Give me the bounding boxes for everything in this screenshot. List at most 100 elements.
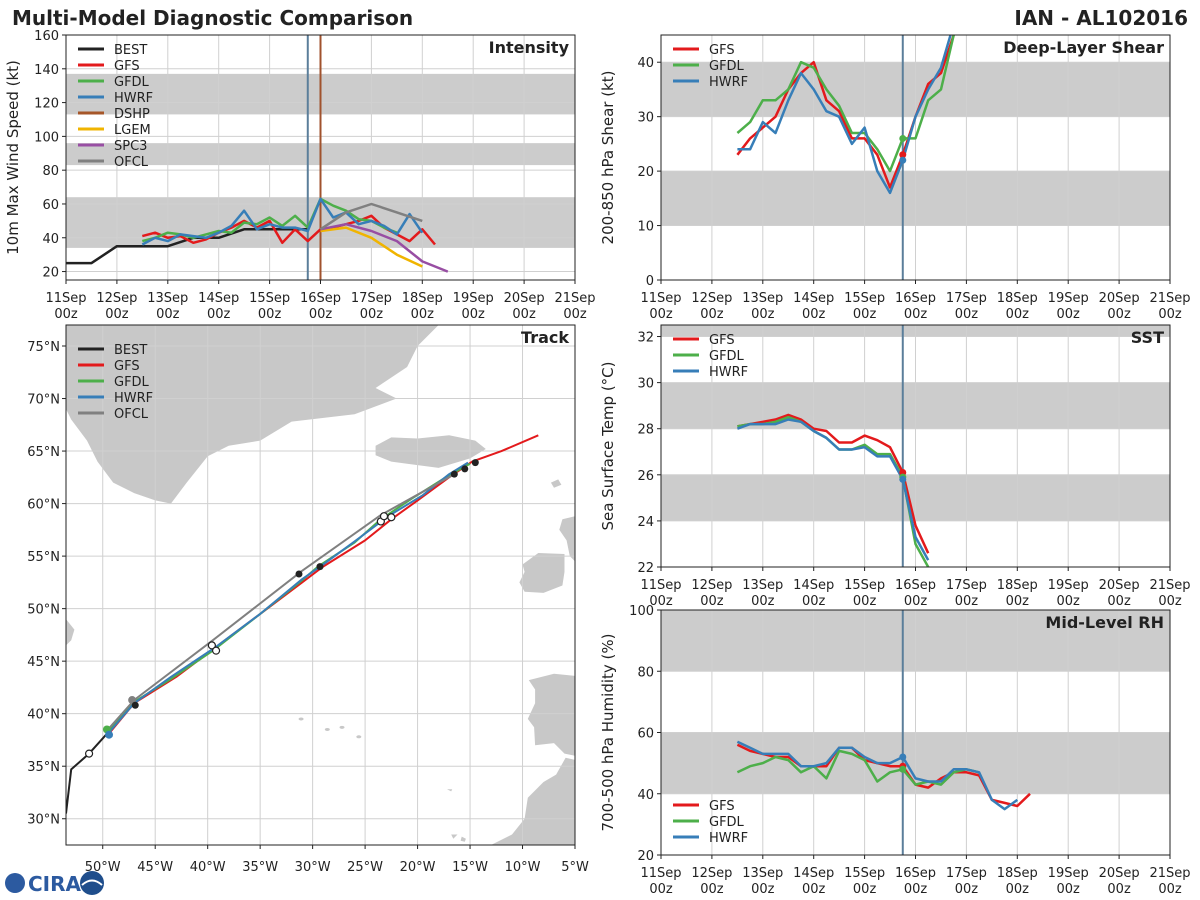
sst-xtick-label: 11Sep <box>640 578 681 593</box>
sst-legend-label-gfs: GFS <box>709 333 735 348</box>
intensity-xtick-sublabel: 00z <box>563 307 587 322</box>
intensity-chart: 2040608010012014016011Sep00z12Sep00z13Se… <box>4 29 596 322</box>
intensity-ytick-label: 80 <box>42 164 59 179</box>
track-legend-label-gfdl: GFDL <box>114 375 150 390</box>
intensity-xtick-label: 20Sep <box>504 291 545 306</box>
intensity-legend-label-spc3: SPC3 <box>114 139 147 154</box>
cira-emblem-icon <box>80 871 104 895</box>
faroe-landmass <box>550 479 562 488</box>
track-ytick-label: 45°N <box>27 655 60 670</box>
sst-xtick-label: 13Sep <box>742 578 783 593</box>
sst-ytick-label: 30 <box>637 377 654 392</box>
track-marker-filled <box>461 465 469 473</box>
shear-series-hwrf <box>737 35 952 195</box>
iceland-landmass <box>375 435 486 468</box>
rh-xtick-label: 14Sep <box>793 866 834 881</box>
sst-xtick-sublabel: 00z <box>955 594 979 609</box>
rh-xtick-label: 13Sep <box>742 866 783 881</box>
intensity-xtick-sublabel: 00z <box>411 307 435 322</box>
track-series-ofcl <box>107 473 455 731</box>
track-marker-open <box>84 749 94 758</box>
rh-series-gfdl <box>736 749 980 786</box>
rh-xtick-sublabel: 00z <box>1158 882 1182 897</box>
track-legend-label-gfs: GFS <box>114 359 140 374</box>
shear-title: Deep-Layer Shear <box>1003 38 1164 57</box>
sst-xtick-sublabel: 00z <box>1006 594 1030 609</box>
track-ytick-label: 70°N <box>27 393 60 408</box>
track-map-group <box>66 325 575 845</box>
shear-xtick-sublabel: 00z <box>751 307 775 322</box>
sst-ytick-label: 24 <box>637 515 654 530</box>
intensity-xtick-label: 18Sep <box>402 291 443 306</box>
shear-xtick-sublabel: 00z <box>649 307 673 322</box>
figure-title: Multi-Model Diagnostic Comparison <box>12 6 413 30</box>
track-marker-filled <box>131 701 139 709</box>
shear-xtick-label: 13Sep <box>742 291 783 306</box>
intensity-series-ofcl <box>319 202 423 231</box>
track-legend-label-ofcl: OFCL <box>114 407 149 422</box>
track-xtick-label: 5°W <box>561 860 589 875</box>
sst-series-hwrf <box>736 418 930 561</box>
shear-xtick-sublabel: 00z <box>802 307 826 322</box>
intensity-ytick-label: 120 <box>34 97 59 112</box>
ireland-landmass <box>519 553 565 593</box>
iberia-landmass <box>527 673 575 756</box>
track-marker-filled <box>316 563 324 571</box>
intensity-xtick-label: 15Sep <box>249 291 290 306</box>
intensity-legend-label-dshp: DSHP <box>114 107 150 122</box>
intensity-legend-label-gfdl: GFDL <box>114 75 150 90</box>
intensity-ytick-label: 60 <box>42 198 59 213</box>
shear-xtick-label: 21Sep <box>1149 291 1190 306</box>
shear-xtick-label: 12Sep <box>691 291 732 306</box>
azores-island <box>339 725 345 729</box>
newfoundland-landmass <box>66 619 75 646</box>
intensity-xtick-sublabel: 00z <box>156 307 180 322</box>
shear-xtick-label: 18Sep <box>997 291 1038 306</box>
rh-legend-label-gfs: GFS <box>709 799 735 814</box>
intensity-xtick-label: 12Sep <box>96 291 137 306</box>
shear-xtick-sublabel: 00z <box>1057 307 1081 322</box>
track-xtick-label: 15°W <box>452 860 488 875</box>
rh-ylabel: 700-500 hPa Humidity (%) <box>599 633 617 831</box>
shear-xtick-label: 16Sep <box>895 291 936 306</box>
intensity-xtick-label: 19Sep <box>453 291 494 306</box>
sst-ylabel: Sea Surface Temp (°C) <box>599 361 617 530</box>
shear-series-group <box>736 35 956 195</box>
sst-ytick-label: 32 <box>637 331 654 346</box>
intensity-xtick-sublabel: 00z <box>360 307 384 322</box>
shear-xtick-sublabel: 00z <box>1006 307 1030 322</box>
shear-series-gfdl <box>736 35 956 173</box>
shear-xtick-sublabel: 00z <box>1107 307 1131 322</box>
track-frame <box>65 324 576 846</box>
track-chart: 50°W 45°W 40°W 35°W 30°W 25°W 20°W 15°W 10°W 5°W 3… <box>27 324 589 875</box>
intensity-legend-label-hwrf: HWRF <box>114 91 153 106</box>
shear-frame <box>660 34 1171 281</box>
track-marker-open <box>387 513 396 522</box>
shear-init-dot-gfs <box>899 151 907 159</box>
rh-xtick-label: 11Sep <box>640 866 681 881</box>
sst-xtick-label: 18Sep <box>997 578 1038 593</box>
track-marker-filled <box>295 570 303 578</box>
intensity-legend-label-gfs: GFS <box>114 59 140 74</box>
shear-legend-label-gfdl: GFDL <box>709 59 745 74</box>
shear-xtick-label: 14Sep <box>793 291 834 306</box>
intensity-series-group <box>66 197 449 273</box>
track-xtick-label: 10°W <box>505 860 541 875</box>
sst-xtick-sublabel: 00z <box>1107 594 1131 609</box>
track-legend-label-hwrf: HWRF <box>114 391 153 406</box>
track-xtick-label: 45°W <box>137 860 173 875</box>
intensity-xtick-label: 21Sep <box>554 291 595 306</box>
rh-xtick-sublabel: 00z <box>1006 882 1030 897</box>
rh-title: Mid-Level RH <box>1045 613 1164 632</box>
track-ytick-label: 65°N <box>27 445 60 460</box>
shear-legend-label-hwrf: HWRF <box>709 75 748 90</box>
rh-xtick-sublabel: 00z <box>802 882 826 897</box>
track-marker-hwrf <box>105 730 114 739</box>
rh-xtick-label: 12Sep <box>691 866 732 881</box>
shear-init-dot-hwrf <box>899 156 907 164</box>
rh-init-dot-hwrf <box>899 753 907 761</box>
shear-legend-label-gfs: GFS <box>709 43 735 58</box>
track-ytick-label: 30°N <box>27 813 60 828</box>
